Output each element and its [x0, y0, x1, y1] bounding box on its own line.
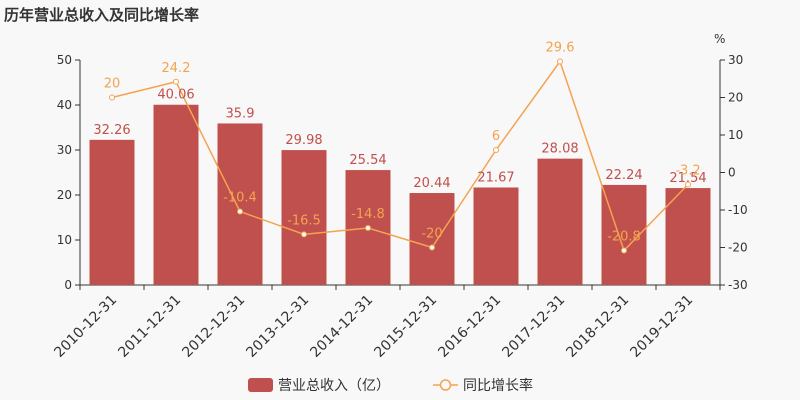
left-axis-tick-label: 0: [64, 278, 72, 292]
x-axis-category-label: 2011-12-31: [115, 292, 184, 361]
right-axis-tick-label: 0: [728, 166, 736, 180]
right-axis-tick-label: -20: [728, 241, 748, 255]
left-axis-tick-label: 50: [57, 53, 72, 67]
bar-series: [89, 104, 711, 285]
revenue-bar-label: 40.06: [157, 88, 194, 103]
chart-title: 历年营业总收入及同比增长率: [4, 6, 199, 24]
revenue-bar-label: 21.67: [477, 170, 514, 185]
revenue-bar-label: 29.98: [285, 133, 322, 148]
growth-rate-point: [493, 147, 499, 153]
growth-rate-label: 29.6: [546, 41, 575, 56]
growth-rate-label: 6: [492, 129, 500, 144]
line-series: [109, 58, 691, 254]
revenue-bar-label: 20.44: [413, 176, 450, 191]
growth-rate-point: [429, 244, 435, 251]
right-axis-tick-label: 10: [728, 128, 743, 142]
x-axis-category-label: 2018-12-31: [563, 292, 632, 361]
left-axis-tick-label: 40: [57, 98, 72, 112]
revenue-bar-label: 32.26: [93, 123, 130, 138]
revenue-bar-label: 21.54: [669, 171, 706, 186]
growth-rate-point: [173, 78, 179, 85]
growth-rate-point: [109, 94, 115, 101]
x-axis-category-label: 2019-12-31: [627, 292, 696, 361]
revenue-bar: [281, 150, 327, 285]
revenue-bar: [665, 188, 711, 285]
x-axis-category-label: 2017-12-31: [499, 292, 568, 361]
data-labels: 32.26 40.06 35.9 29.98 25.54 20.44 21.67 28.08 2…: [93, 41, 706, 245]
revenue-bar: [217, 123, 263, 285]
growth-rate-point: [685, 181, 691, 188]
growth-rate-label: 20: [104, 77, 121, 92]
left-axis-tick-label: 30: [57, 143, 72, 157]
legend[interactable]: 营业总收入（亿） 同比增长率: [248, 377, 533, 394]
revenue-bar-label: 35.9: [226, 106, 255, 121]
right-axis-tick-label: -30: [728, 278, 748, 292]
growth-rate-label: -14.8: [351, 207, 385, 222]
x-axis-category-label: 2013-12-31: [243, 292, 312, 361]
right-axis-tick-label: 20: [728, 91, 743, 105]
growth-rate-point: [365, 225, 371, 231]
x-axis-category-label: 2012-12-31: [179, 292, 248, 361]
right-axis-tick-label: 30: [728, 53, 743, 67]
revenue-bar: [89, 139, 135, 285]
growth-rate-label: -20.8: [607, 230, 641, 245]
revenue-bar: [409, 193, 455, 285]
x-axis-category-label: 2014-12-31: [307, 292, 376, 361]
growth-rate-point: [557, 58, 563, 65]
revenue-bar-label: 25.54: [349, 153, 386, 168]
growth-rate-label: -20: [421, 227, 442, 242]
growth-rate-point: [621, 247, 627, 254]
x-axis-category-label: 2010-12-31: [51, 292, 120, 361]
legend-growth-label: 同比增长率: [463, 377, 533, 394]
revenue-bar: [537, 158, 583, 285]
right-axis-unit: %: [714, 32, 725, 46]
revenue-bar: [473, 187, 519, 285]
growth-rate-label: -16.5: [287, 213, 321, 228]
left-axis-tick-label: 20: [57, 188, 72, 202]
growth-rate-label: -3.2: [675, 164, 700, 179]
growth-rate-point: [237, 208, 243, 215]
x-axis-category-label: 2016-12-31: [435, 292, 504, 361]
left-axis-tick-label: 10: [57, 233, 72, 247]
legend-revenue-label: 营业总收入（亿）: [278, 378, 390, 394]
growth-rate-label: 24.2: [162, 61, 191, 76]
revenue-bar-label: 28.08: [541, 142, 578, 157]
revenue-bar: [153, 104, 199, 285]
growth-rate-line: [111, 59, 689, 252]
legend-growth-marker-icon: [439, 379, 452, 391]
revenue-bar-label: 22.24: [605, 168, 642, 183]
x-axis-category-label: 2015-12-31: [371, 292, 440, 361]
growth-rate-point: [301, 231, 307, 238]
legend-revenue-swatch: [248, 378, 273, 392]
right-axis-tick-label: -10: [728, 203, 748, 217]
growth-rate-label: -10.4: [223, 191, 257, 206]
